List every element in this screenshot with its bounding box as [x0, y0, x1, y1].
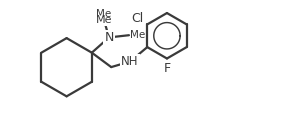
- Text: N: N: [104, 31, 114, 44]
- Text: Me: Me: [130, 30, 146, 40]
- Text: Me: Me: [96, 9, 112, 19]
- Text: F: F: [163, 62, 171, 75]
- Text: Me: Me: [96, 15, 112, 25]
- Text: Cl: Cl: [131, 12, 143, 25]
- Text: NH: NH: [121, 55, 139, 68]
